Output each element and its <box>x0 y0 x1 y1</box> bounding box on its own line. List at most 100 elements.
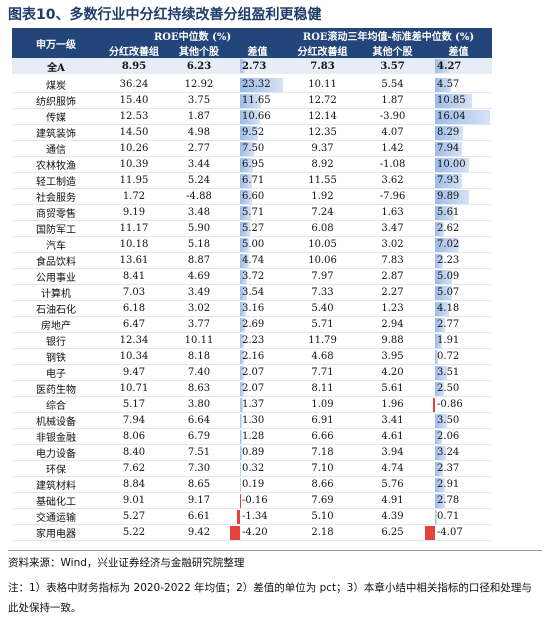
cell-value: 8.66 <box>285 477 360 493</box>
diff-cell: 3.51 <box>425 365 492 381</box>
industry-name: 电子 <box>12 365 100 381</box>
cell-value: 8.06 <box>100 429 168 445</box>
cell-value: 2.37 <box>425 463 459 474</box>
sub-header: 差值 <box>425 43 492 58</box>
group-header: ROE滚动三年均值-标准差中位数 (%) <box>285 28 492 43</box>
cell-value: 8.65 <box>168 477 230 493</box>
diff-cell: 2.77 <box>425 317 492 333</box>
cell-value: 3.48 <box>168 205 230 221</box>
diff-cell: 10.66 <box>230 109 285 125</box>
cell-value: 5.40 <box>285 301 360 317</box>
cell-value: 2.73 <box>230 61 266 72</box>
cell-value: 9.17 <box>168 493 230 509</box>
cell-value: 11.79 <box>285 333 360 349</box>
industry-name: 计算机 <box>12 285 100 301</box>
cell-value: 4.18 <box>425 303 459 314</box>
industry-name: 建筑材料 <box>12 477 100 493</box>
industry-name: 煤炭 <box>12 76 100 93</box>
source: 资料来源：Wind，兴业证券经济与金融研究院整理 <box>8 555 244 570</box>
industry-name: 交通运输 <box>12 509 100 525</box>
cell-value: 4.07 <box>360 125 425 141</box>
diff-cell: 3.50 <box>425 413 492 429</box>
diff-cell: 5.61 <box>425 205 492 221</box>
cell-value: 2.18 <box>285 525 360 541</box>
cell-value: 1.37 <box>230 399 264 410</box>
cell-value: 5.10 <box>285 509 360 525</box>
diff-cell: 4.74 <box>230 253 285 269</box>
cell-value: 3.02 <box>360 237 425 253</box>
cell-value: 1.63 <box>360 205 425 221</box>
diff-cell: 1.28 <box>230 429 285 445</box>
diff-cell: 2.91 <box>425 477 492 493</box>
cell-value: 4.39 <box>360 509 425 525</box>
cell-value: 4.20 <box>360 365 425 381</box>
diff-cell: 2.16 <box>230 349 285 365</box>
cell-value: 8.18 <box>168 349 230 365</box>
cell-value: 2.07 <box>230 383 264 394</box>
cell-value: 4.74 <box>230 255 264 266</box>
diff-cell: 4.27 <box>425 58 492 76</box>
diff-cell: 11.65 <box>230 93 285 109</box>
cell-value: 10.66 <box>230 111 271 122</box>
cell-value: 11.65 <box>230 95 271 106</box>
cell-value: 10.18 <box>100 237 168 253</box>
cell-value: 7.94 <box>425 143 459 154</box>
cell-value: 7.02 <box>425 239 459 250</box>
cell-value: 5.54 <box>360 76 425 93</box>
cell-value: 12.72 <box>285 93 360 109</box>
cell-value: 10.11 <box>168 333 230 349</box>
diff-cell: 8.29 <box>425 125 492 141</box>
cell-value: 8.11 <box>285 381 360 397</box>
cell-value: 36.24 <box>100 76 168 93</box>
diff-cell: 3.16 <box>230 301 285 317</box>
industry-name: 家用电器 <box>12 525 100 541</box>
diff-cell: 2.07 <box>230 381 285 397</box>
cell-value: 2.62 <box>425 223 459 234</box>
cell-value: 6.71 <box>230 175 264 186</box>
cell-value: 10.05 <box>285 237 360 253</box>
cell-value: 10.11 <box>285 76 360 93</box>
cell-value: 5.09 <box>425 271 459 282</box>
diff-cell: 10.85 <box>425 93 492 109</box>
industry-name: 石油石化 <box>12 301 100 317</box>
cell-value: 6.91 <box>285 413 360 429</box>
cell-value: 0.72 <box>425 351 459 362</box>
diff-cell: -0.86 <box>425 397 492 413</box>
diff-cell: 6.60 <box>230 189 285 205</box>
cell-value: 1.87 <box>168 109 230 125</box>
cell-value: 5.22 <box>100 525 168 541</box>
diff-cell: -4.07 <box>425 525 492 541</box>
diff-cell: 2.23 <box>230 333 285 349</box>
cell-value: 7.24 <box>285 205 360 221</box>
cell-value: 6.25 <box>360 525 425 541</box>
cell-value: 1.92 <box>285 189 360 205</box>
cell-value: 2.77 <box>425 319 459 330</box>
cell-value: 7.71 <box>285 365 360 381</box>
cell-value: 5.24 <box>168 173 230 189</box>
cell-value: 1.09 <box>285 397 360 413</box>
cell-value: 6.23 <box>168 58 230 76</box>
cell-value: 8.92 <box>285 157 360 173</box>
cell-value: 12.53 <box>100 109 168 125</box>
diff-cell: 1.30 <box>230 413 285 429</box>
industry-name: 社会服务 <box>12 189 100 205</box>
cell-value: 13.61 <box>100 253 168 269</box>
cell-value: 6.66 <box>285 429 360 445</box>
cell-value: 7.97 <box>285 269 360 285</box>
cell-value: 6.79 <box>168 429 230 445</box>
diff-cell: 7.50 <box>230 141 285 157</box>
cell-value: 9.01 <box>100 493 168 509</box>
cell-value: 4.27 <box>425 61 461 72</box>
cell-value: 7.40 <box>168 365 230 381</box>
cell-value: -4.20 <box>230 527 268 538</box>
